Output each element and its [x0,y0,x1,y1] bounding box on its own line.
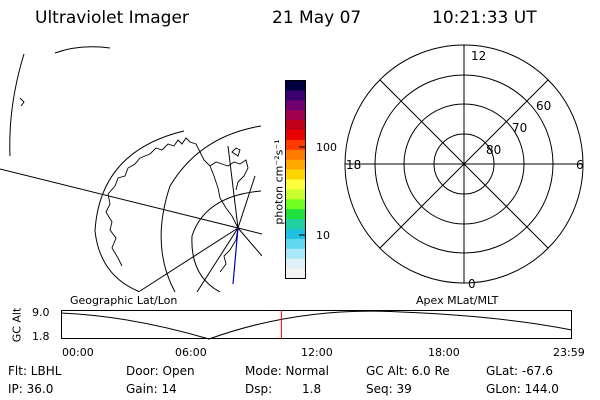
coastline [105,193,123,267]
mlt-meridian [379,79,549,249]
geographic-map [0,46,262,292]
colorbar-tick-10: 10 [316,229,330,242]
apex-label: Apex MLat/MLT [416,294,499,307]
filter-status: Flt: LBHL [8,364,62,378]
altitude-axis-label: GC Alt [10,307,24,343]
mlt-label-18: 18 [346,158,361,172]
dsp-value: 1.8 [302,382,322,396]
time-tick-0600: 06:00 [175,346,207,359]
colorbar-cell [285,248,306,259]
longitude-line [237,175,256,229]
time-tick-0000: 00:00 [62,346,94,359]
mlat-label-70: 70 [512,121,527,135]
date-readout: 21 May 07 [272,8,362,28]
colorbar-cell [285,159,306,170]
mlt-label-0: 0 [468,277,476,291]
sequence-status: Seq: 39 [366,382,412,396]
coastline [231,147,241,157]
colorbar-cell [285,130,306,141]
gain-status: Gain: 14 [126,382,177,396]
satellite-track [232,227,239,285]
gc-altitude-status: GC Alt: 6.0 Re [366,364,450,378]
altitude-tick-low: 1.8 [32,330,50,343]
longitude-line [196,227,239,292]
imager-title: Ultraviolet Imager [35,8,189,28]
colorbar-cell [285,80,306,91]
mlat-label-80: 80 [486,143,501,157]
geographic-label: Geographic Lat/Lon [70,294,178,307]
colorbar-cell [285,258,306,269]
colorbar-cell [285,179,306,190]
colorbar [285,80,306,279]
colorbar-cell [285,209,306,220]
colorbar-cell [285,169,306,180]
glat-status: GLat: -67.6 [486,364,553,378]
glon-status: GLon: 144.0 [486,382,559,396]
time-tick-1800: 18:00 [428,346,460,359]
longitude-line [0,168,262,235]
mlat-label-60: 60 [536,99,551,113]
latitude-circle [191,190,262,292]
mlt-label-6: 6 [576,158,584,172]
colorbar-cell [285,238,306,250]
colorbar-tick-100: 100 [316,141,337,154]
latitude-circle [54,46,111,54]
altitude-tick-high: 9.0 [32,306,50,319]
colorbar-cell [285,139,306,151]
latitude-circle [160,125,262,292]
colorbar-unit-label: photon cm⁻²s⁻¹ [272,139,286,225]
polar-plot: 12 18 6 0 60 70 80 [344,44,584,291]
colorbar-cell [285,199,306,210]
dsp-label: Dsp: [245,382,273,396]
colorbar-cell [285,149,306,160]
colorbar-cell [285,189,306,200]
colorbar-cell [285,90,306,101]
mlt-label-12: 12 [471,49,486,63]
door-status: Door: Open [126,364,195,378]
time-tick-1200: 12:00 [301,346,333,359]
latitude-circle [94,130,185,292]
colorbar-cell [285,120,306,131]
mode-status: Mode: Normal [245,364,329,378]
altitude-curve [61,310,573,340]
time-tick-2359: 23:59 [553,346,585,359]
colorbar-cell [285,229,306,240]
colorbar-cell [285,110,306,121]
colorbar-cell [285,219,306,230]
longitude-line [227,145,239,229]
altitude-plot [61,310,573,340]
colorbar-cell [285,100,306,111]
time-readout: 10:21:33 UT [432,8,537,28]
coastline [19,97,25,107]
latitude-circle [9,53,25,157]
longitude-line [139,227,239,292]
coastline [209,159,249,191]
ip-status: IP: 36.0 [8,382,54,396]
colorbar-cell [285,268,306,279]
longitude-line [237,227,262,257]
